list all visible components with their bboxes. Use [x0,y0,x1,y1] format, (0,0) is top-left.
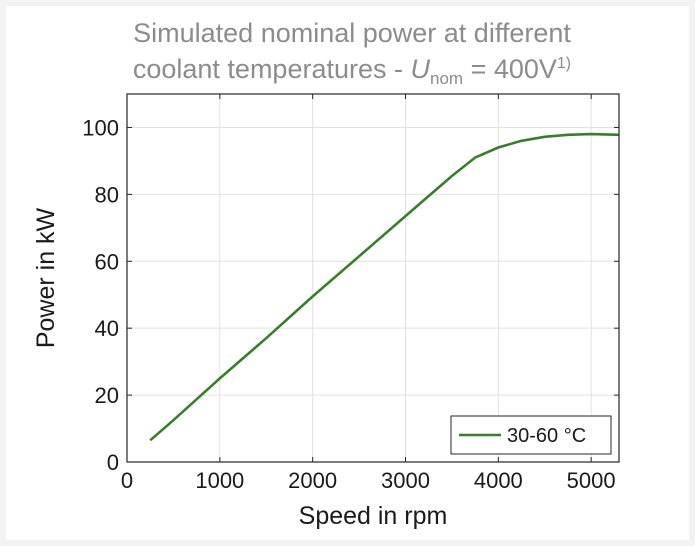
x-tick-label: 3000 [381,468,430,493]
chart-title-line-2-prefix: coolant temperatures - [133,54,411,84]
x-tick-label: 1000 [195,468,244,493]
axis-ticks: 0 1000 2000 3000 4000 5000 0 20 40 60 80 100 [82,94,619,493]
legend: 30-60 °C [450,415,612,455]
x-tick-label: 5000 [567,468,616,493]
chart-canvas: Simulated nominal power at different coo… [32,18,620,530]
chart-title: Simulated nominal power at different coo… [133,18,572,88]
series-layer [149,132,619,442]
series-line-0 [149,132,619,442]
y-tick-label: 80 [95,182,119,207]
chart-title-line-2: coolant temperatures - Unom = 400V1) [133,54,571,88]
chart-figure: Simulated nominal power at different coo… [6,6,689,540]
chart-title-line-1: Simulated nominal power at different [133,18,571,48]
chart-title-subscript: nom [430,69,463,88]
plot-background [127,94,619,462]
y-axis-label: Power in kW [32,207,60,348]
legend-label: 30-60 °C [507,425,586,447]
y-tick-label: 0 [107,450,119,475]
x-tick-label: 4000 [474,468,523,493]
chart-title-line-2-suffix: = 400V [463,54,557,84]
x-tick-label: 0 [121,468,133,493]
chart-title-symbol: U [411,54,431,84]
y-tick-label: 40 [95,316,119,341]
y-tick-label: 20 [95,383,119,408]
chart-title-superscript: 1) [557,55,571,72]
x-axis-label: Speed in rpm [299,502,448,530]
y-tick-label: 60 [95,249,119,274]
y-tick-label: 100 [82,115,119,140]
x-tick-label: 2000 [288,468,337,493]
plot-area: 0 1000 2000 3000 4000 5000 0 20 40 60 80 100 30-60 … [82,93,620,493]
plot-frame [126,93,620,463]
